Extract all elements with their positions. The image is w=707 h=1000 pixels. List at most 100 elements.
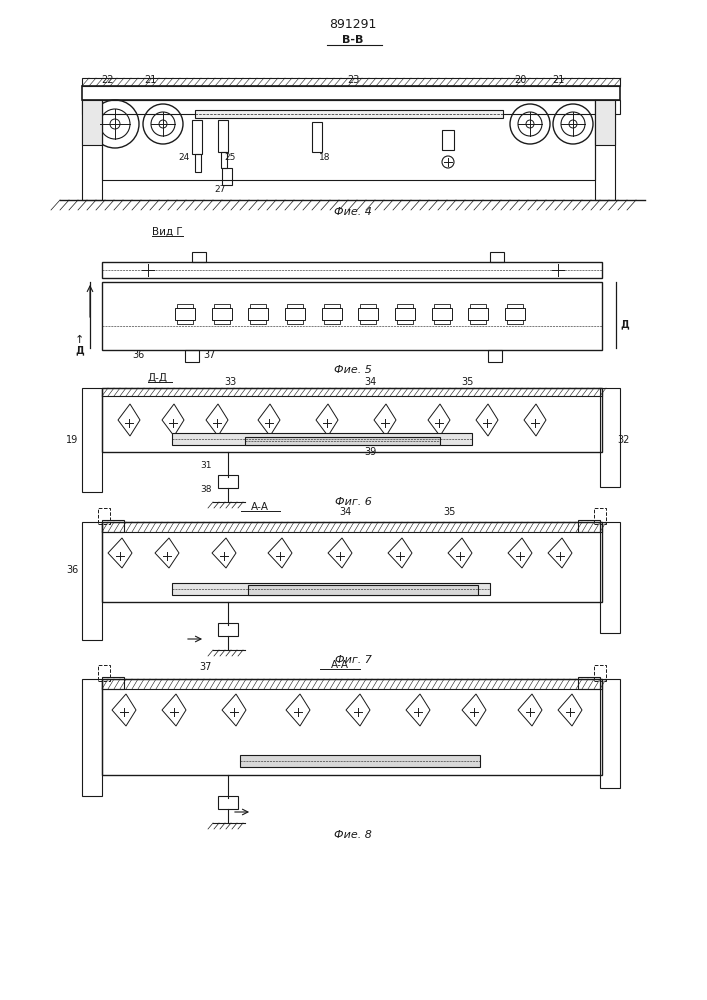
Bar bbox=[595, 100, 615, 200]
Polygon shape bbox=[518, 694, 542, 726]
Bar bbox=[177, 320, 193, 324]
Bar bbox=[214, 304, 230, 308]
Bar bbox=[397, 320, 413, 324]
Bar bbox=[250, 320, 266, 324]
Bar bbox=[324, 320, 340, 324]
Polygon shape bbox=[508, 538, 532, 568]
Polygon shape bbox=[558, 694, 582, 726]
Bar bbox=[507, 320, 523, 324]
Text: 38: 38 bbox=[201, 486, 212, 494]
Bar bbox=[82, 100, 620, 114]
Text: 25: 25 bbox=[224, 152, 235, 161]
Polygon shape bbox=[428, 404, 450, 436]
Bar bbox=[218, 796, 238, 809]
Bar bbox=[287, 320, 303, 324]
Text: А-А: А-А bbox=[251, 502, 269, 512]
Bar bbox=[175, 308, 195, 320]
Text: Вид Г: Вид Г bbox=[152, 227, 182, 237]
Text: 39: 39 bbox=[364, 447, 376, 457]
Bar bbox=[102, 679, 602, 689]
Bar bbox=[432, 308, 452, 320]
Bar bbox=[212, 308, 232, 320]
Polygon shape bbox=[462, 694, 486, 726]
Polygon shape bbox=[108, 538, 132, 568]
Bar bbox=[594, 665, 606, 681]
Bar bbox=[102, 100, 595, 180]
Bar bbox=[102, 262, 602, 278]
Text: Фие. 8: Фие. 8 bbox=[334, 830, 372, 840]
Bar bbox=[102, 522, 602, 532]
Text: Фиг. 6: Фиг. 6 bbox=[334, 497, 371, 507]
Text: Д-Д: Д-Д bbox=[148, 373, 168, 383]
Text: А-А: А-А bbox=[331, 660, 349, 670]
Bar bbox=[82, 388, 102, 492]
Text: 20: 20 bbox=[514, 75, 526, 85]
Text: 21: 21 bbox=[551, 75, 564, 85]
Bar bbox=[82, 100, 102, 145]
Text: ↑: ↑ bbox=[74, 335, 83, 345]
Text: 27: 27 bbox=[214, 186, 226, 194]
Bar bbox=[488, 350, 502, 362]
Bar bbox=[102, 520, 124, 532]
Polygon shape bbox=[316, 404, 338, 436]
Bar bbox=[442, 130, 454, 150]
Bar bbox=[600, 388, 620, 487]
Text: В-В: В-В bbox=[342, 35, 363, 45]
Bar bbox=[490, 252, 504, 262]
Bar bbox=[287, 304, 303, 308]
Text: 21: 21 bbox=[144, 75, 156, 85]
Bar bbox=[324, 304, 340, 308]
Bar bbox=[600, 679, 620, 788]
Bar bbox=[214, 320, 230, 324]
Text: 23: 23 bbox=[347, 75, 359, 85]
Text: 18: 18 bbox=[320, 152, 331, 161]
Bar bbox=[250, 304, 266, 308]
Bar bbox=[82, 679, 102, 796]
Polygon shape bbox=[476, 404, 498, 436]
Bar bbox=[322, 308, 342, 320]
Bar bbox=[218, 120, 228, 152]
Text: 35: 35 bbox=[462, 377, 474, 387]
Polygon shape bbox=[162, 404, 184, 436]
Text: 19: 19 bbox=[66, 435, 78, 445]
Polygon shape bbox=[388, 538, 412, 568]
Text: Д: Д bbox=[621, 319, 629, 329]
Bar bbox=[102, 677, 124, 689]
Bar bbox=[248, 585, 478, 595]
Polygon shape bbox=[406, 694, 430, 726]
Bar bbox=[185, 350, 199, 362]
Polygon shape bbox=[222, 694, 246, 726]
Text: 891291: 891291 bbox=[329, 18, 377, 31]
Text: 32: 32 bbox=[617, 435, 629, 445]
Text: 24: 24 bbox=[179, 152, 190, 161]
Bar bbox=[360, 320, 376, 324]
Text: Фие. 5: Фие. 5 bbox=[334, 365, 372, 375]
Text: 35: 35 bbox=[444, 507, 456, 517]
Bar bbox=[578, 677, 600, 689]
Bar bbox=[248, 308, 268, 320]
Bar bbox=[221, 152, 227, 168]
Bar bbox=[240, 755, 480, 767]
Bar bbox=[434, 320, 450, 324]
Polygon shape bbox=[155, 538, 179, 568]
Bar bbox=[98, 508, 110, 524]
Bar bbox=[177, 304, 193, 308]
Bar bbox=[82, 78, 620, 86]
Polygon shape bbox=[286, 694, 310, 726]
Bar bbox=[505, 308, 525, 320]
Bar bbox=[600, 522, 620, 633]
Bar bbox=[218, 475, 238, 488]
Text: Фиг. 7: Фиг. 7 bbox=[334, 655, 371, 665]
Bar bbox=[102, 388, 602, 396]
Text: Фие. 4: Фие. 4 bbox=[334, 207, 372, 217]
Bar bbox=[245, 437, 440, 445]
Bar bbox=[578, 520, 600, 532]
Text: 36: 36 bbox=[132, 350, 144, 360]
Bar bbox=[195, 154, 201, 172]
Text: 34: 34 bbox=[339, 507, 351, 517]
Text: 34: 34 bbox=[364, 377, 376, 387]
Text: 37: 37 bbox=[199, 662, 211, 672]
Text: 31: 31 bbox=[201, 460, 212, 470]
Bar bbox=[470, 304, 486, 308]
Polygon shape bbox=[524, 404, 546, 436]
